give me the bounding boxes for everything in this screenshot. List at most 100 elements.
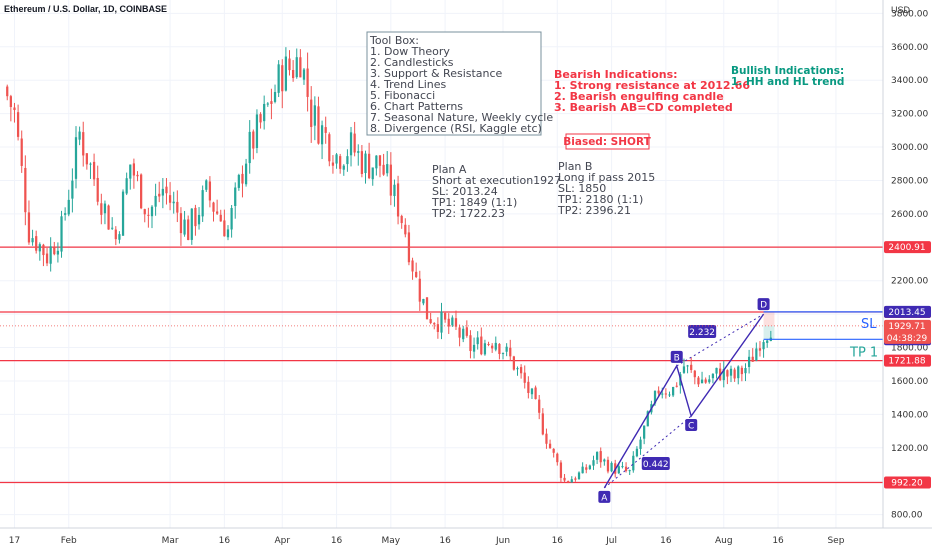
candle-body: [509, 347, 512, 357]
candle-body: [396, 183, 400, 217]
candle-body: [574, 478, 577, 480]
candle-body: [512, 356, 515, 370]
toolbox-line: 7. Seasonal Nature, Weekly cycle: [370, 111, 553, 124]
candle-body: [74, 137, 78, 179]
candle-body: [216, 211, 219, 214]
bd-dotted-line: [676, 313, 764, 367]
x-tick-label: Aug: [715, 536, 733, 546]
candle-body: [35, 236, 38, 251]
candle-body: [38, 244, 41, 252]
candle-body: [483, 343, 487, 355]
candle-body: [494, 342, 497, 350]
candle-body: [190, 208, 193, 240]
candle-body: [92, 161, 96, 180]
candle-body: [595, 451, 599, 460]
plan-a-line: TP1: 1849 (1:1): [431, 196, 517, 209]
candle-body: [60, 216, 63, 252]
plan-b-line: Long if pass 2015: [558, 171, 655, 184]
plan-b-line: SL: 1850: [558, 182, 606, 195]
price-badge-label: 2013.45: [888, 308, 925, 318]
candle-body: [357, 151, 360, 153]
toolbox-frame: [366, 31, 542, 136]
candle-body: [230, 208, 233, 230]
bearish-line: 2. Bearish engulfing candle: [554, 90, 724, 103]
candle-body: [114, 229, 117, 240]
y-tick-label: 3800.00: [891, 9, 928, 19]
candle-body: [125, 178, 128, 194]
candle-body: [592, 460, 595, 466]
pattern-point-label: B: [674, 353, 680, 363]
candle-body: [64, 213, 67, 215]
x-tick-label: 16: [772, 536, 784, 546]
candle-body: [686, 365, 689, 367]
candle-body: [476, 337, 479, 345]
x-tick-label: 16: [439, 536, 451, 546]
tp1-label: TP 1: [849, 346, 878, 361]
candle-body: [118, 234, 121, 240]
candle-body: [682, 366, 686, 373]
candle-body: [306, 68, 309, 97]
candle-body: [451, 317, 454, 326]
candle-body: [548, 443, 552, 449]
candle-body: [516, 368, 519, 370]
abcd-pattern-line[interactable]: [603, 313, 765, 489]
candle-body: [556, 453, 559, 463]
candle-body: [606, 459, 610, 472]
candle-body: [545, 433, 548, 444]
candle-body: [226, 229, 230, 238]
level-tag-label: 992.20: [891, 479, 923, 489]
candle-body: [581, 466, 584, 474]
candle-body: [404, 224, 407, 235]
candle-body: [371, 167, 374, 180]
candle-body: [24, 167, 27, 213]
candle-body: [187, 219, 190, 240]
level-tag: [884, 354, 931, 367]
candle-body: [454, 318, 458, 327]
x-tick-label: May: [382, 536, 401, 546]
toolbox-line: 8. Divergence (RSI, Kaggle etc): [370, 122, 542, 135]
candle-body: [20, 138, 23, 166]
bearish-line: 1. Strong resistance at 2012.66: [554, 79, 750, 92]
candle-body: [552, 448, 555, 453]
candle-body: [708, 379, 711, 383]
candle-body: [219, 214, 222, 222]
candle-body: [378, 155, 382, 166]
candle-body: [415, 271, 418, 278]
candle-body: [244, 163, 248, 185]
candle-body: [368, 153, 371, 179]
toolbox-line: 6. Chart Patterns: [370, 100, 463, 113]
candle-body: [480, 336, 483, 355]
candle-body: [411, 260, 414, 272]
x-tick-label: Jun: [495, 536, 510, 546]
candle-body: [541, 413, 544, 435]
candle-body: [161, 188, 164, 196]
target-zone: [763, 325, 775, 340]
candle-body: [349, 132, 353, 156]
candle-body: [519, 367, 523, 374]
candle-body: [729, 368, 733, 376]
candle-body: [78, 131, 81, 140]
candle-body: [585, 467, 588, 470]
candle-body: [147, 214, 150, 216]
candle-body: [259, 114, 262, 123]
candle-body: [603, 459, 606, 462]
candle-body: [668, 394, 671, 396]
level-tag-label: 1721.88: [888, 357, 925, 367]
candle-body: [639, 439, 642, 449]
candle-body: [393, 184, 396, 197]
candle-body: [121, 191, 125, 236]
plan-b-line: TP2: 2396.21: [557, 204, 631, 217]
y-tick-label: 2200.00: [891, 277, 928, 287]
candle-body: [422, 298, 425, 304]
x-tick-label: Mar: [162, 536, 179, 546]
candle-body: [469, 335, 472, 352]
candle-body: [299, 57, 302, 78]
x-tick-label: Apr: [274, 536, 290, 546]
current-price-badge: [884, 319, 931, 344]
candle-body: [342, 165, 345, 170]
time-axis[interactable]: 17 Feb Mar 16 Apr 16 May 16 Jun 16 Jul 16 Aug 16 Sep: [9, 536, 845, 546]
candle-body: [737, 366, 740, 379]
candle-body: [751, 356, 754, 362]
candle-body: [328, 134, 331, 162]
